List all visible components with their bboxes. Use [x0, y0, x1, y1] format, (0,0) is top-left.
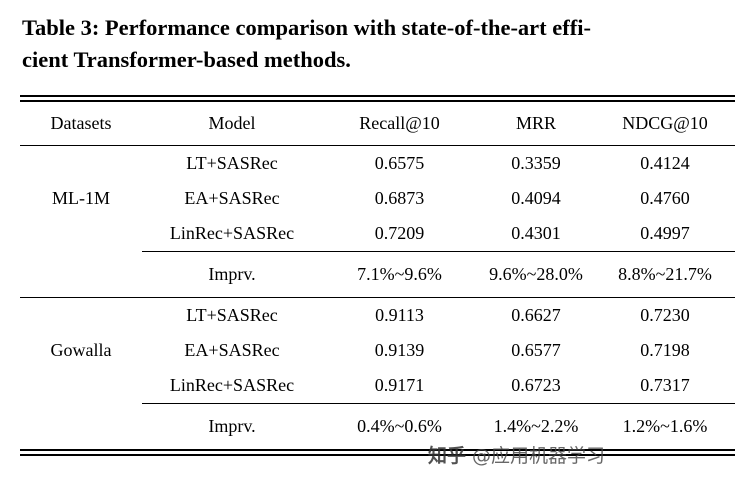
caption-line-2: cient Transformer-based methods. — [22, 46, 351, 72]
header-mrr: MRR — [477, 102, 595, 146]
mrr-cell: 0.4094 — [511, 188, 561, 208]
empty-cell — [20, 251, 142, 298]
improvement-row: Imprv. 7.1%~9.6% 9.6%~28.0% 8.8%~21.7% — [20, 251, 735, 298]
recall-cell: 0.9139 — [374, 340, 425, 360]
mrr-cell: 0.6723 — [511, 375, 561, 395]
mrr-cell: 0.4301 — [511, 223, 561, 243]
table-row: EA+SASRec 0.9139 0.6577 0.7198 — [20, 333, 735, 368]
table-row: Gowalla LT+SASRec 0.9113 0.6627 0.7230 — [20, 298, 735, 360]
mrr-cell: 0.3359 — [511, 153, 561, 173]
improvement-label: Imprv. — [142, 403, 322, 449]
mrr-cell: 0.6627 — [511, 305, 561, 325]
ndcg-cell: 0.7198 — [640, 340, 690, 360]
header-model: Model — [142, 102, 322, 146]
model-cell: LinRec+SASRec — [169, 375, 295, 395]
top-double-rule — [20, 95, 735, 102]
ndcg-cell: 0.4124 — [640, 153, 690, 173]
model-cell: LT+SASRec — [186, 153, 278, 173]
recall-cell: 0.6873 — [374, 188, 425, 208]
recall-cell: 7.1%~9.6% — [322, 251, 477, 298]
model-cell: LinRec+SASRec — [169, 223, 295, 243]
recall-cell: 0.7209 — [374, 223, 425, 243]
header-recall: Recall@10 — [322, 102, 477, 146]
table-row: LinRec+SASRec 0.7209 0.4301 0.4997 — [20, 216, 735, 252]
ndcg-cell: 0.7230 — [640, 305, 690, 325]
dataset-label: ML-1M — [52, 188, 110, 209]
caption-line-1: Table 3: Performance comparison with sta… — [22, 15, 592, 40]
header-datasets: Datasets — [20, 102, 142, 146]
recall-cell: 0.9171 — [374, 375, 425, 395]
ndcg-cell: 0.4997 — [640, 223, 690, 243]
table-row: ML-1M LT+SASRec 0.6575 0.3359 0.4124 — [20, 146, 735, 208]
dataset-label: Gowalla — [50, 340, 112, 361]
model-cell: LT+SASRec — [186, 305, 278, 325]
model-cell: EA+SASRec — [184, 340, 280, 360]
mrr-cell: 9.6%~28.0% — [477, 251, 595, 298]
ndcg-cell: 0.4760 — [640, 188, 690, 208]
ndcg-cell: 8.8%~21.7% — [595, 251, 735, 298]
bottom-double-rule — [20, 449, 735, 456]
recall-cell: 0.4%~0.6% — [322, 403, 477, 449]
recall-cell: 0.9113 — [375, 305, 424, 325]
ndcg-cell: 0.7317 — [640, 375, 690, 395]
recall-cell: 0.6575 — [374, 153, 425, 173]
header-row: Datasets Model Recall@10 MRR NDCG@10 — [20, 102, 735, 146]
results-table-wrap: Datasets Model Recall@10 MRR NDCG@10 ML-… — [20, 95, 735, 456]
table-caption: Table 3: Performance comparison with sta… — [22, 12, 732, 76]
improvement-row: Imprv. 0.4%~0.6% 1.4%~2.2% 1.2%~1.6% — [20, 403, 735, 450]
empty-cell — [20, 404, 142, 450]
table-row: LinRec+SASRec 0.9171 0.6723 0.7317 — [20, 368, 735, 404]
improvement-label: Imprv. — [142, 251, 322, 298]
mrr-cell: 1.4%~2.2% — [477, 403, 595, 449]
model-cell: EA+SASRec — [184, 188, 280, 208]
results-table: Datasets Model Recall@10 MRR NDCG@10 ML-… — [20, 102, 735, 449]
ndcg-cell: 1.2%~1.6% — [595, 403, 735, 449]
mrr-cell: 0.6577 — [511, 340, 561, 360]
header-ndcg: NDCG@10 — [595, 102, 735, 146]
table-row: EA+SASRec 0.6873 0.4094 0.4760 — [20, 181, 735, 216]
